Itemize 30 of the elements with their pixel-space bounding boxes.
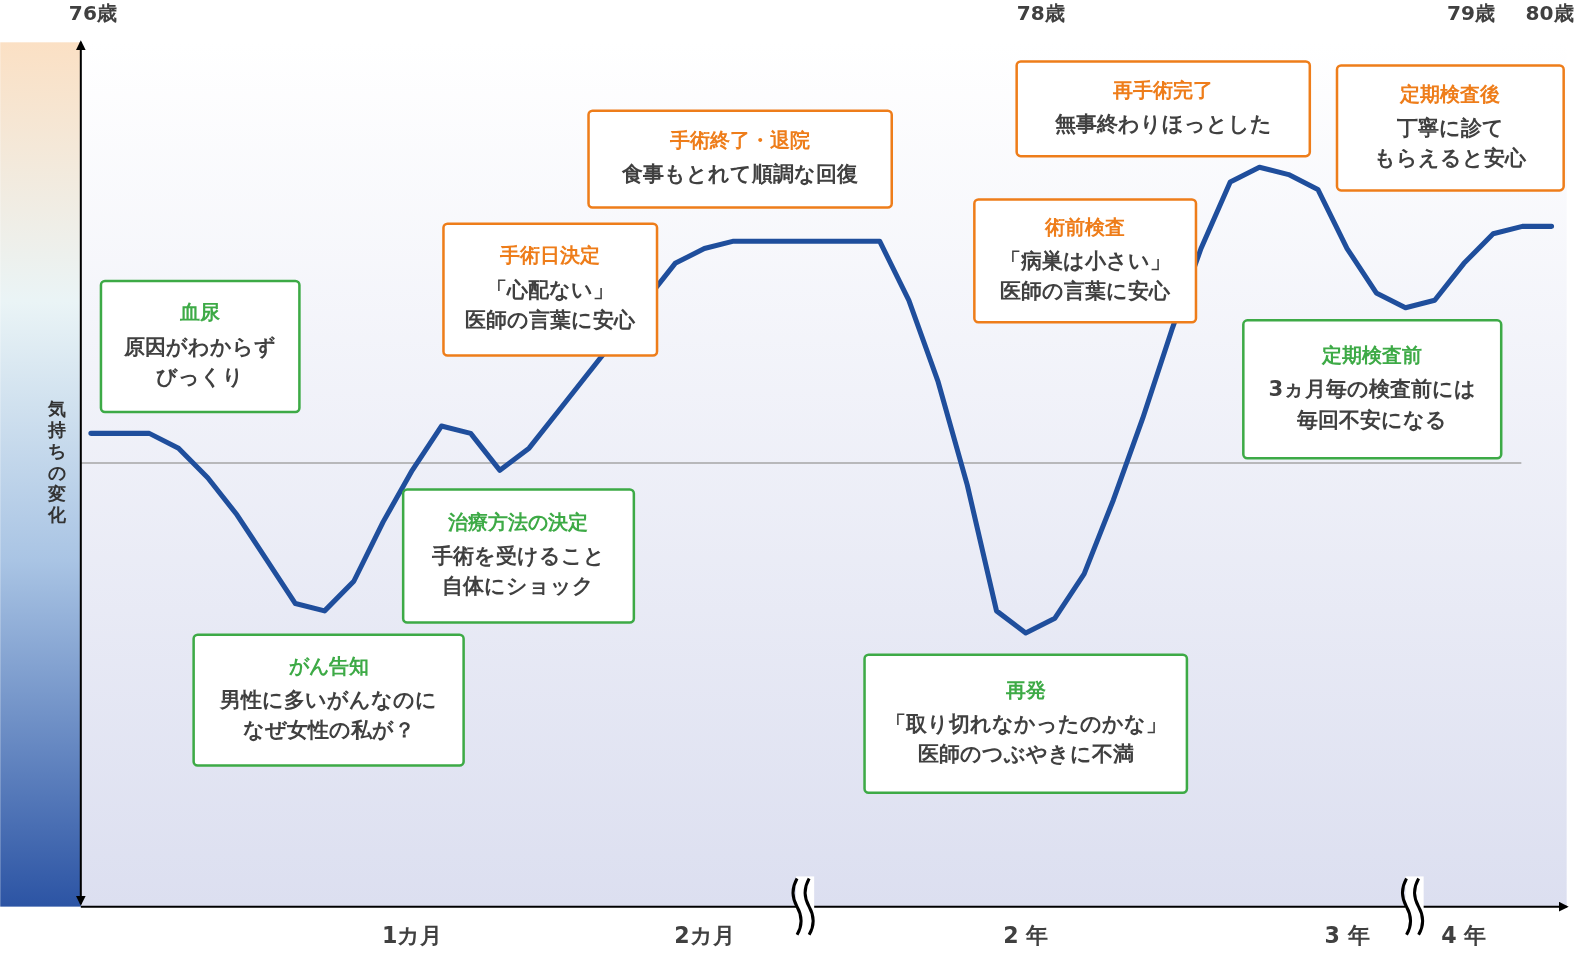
text: 手術終了・退院 [669, 128, 811, 153]
y-axis-title: 気持ちの変化 [46, 398, 67, 525]
annotation: 丁寧に診てもらえると安心 [1374, 114, 1528, 171]
annotation: 定期検査前 [1321, 343, 1423, 368]
annotation: 食事もとれて順調な回復 [621, 161, 859, 187]
text: 79歳 [1446, 1, 1495, 26]
annotation: 3ヵ月毎の検査前には毎回不安になる [1268, 376, 1477, 432]
x-tick-label: 3 年 [1324, 921, 1370, 948]
annotation: 「取り切れなかったのかな」医師のつぶやきに不満 [884, 710, 1167, 767]
annotation: 手術を受けること自体にショック [431, 543, 606, 599]
text: 76歳 [68, 1, 117, 26]
x-tick-label: 2カ月 [674, 921, 735, 948]
annotation: 再発 [1004, 677, 1046, 702]
annotation: 治療方法の決定 [447, 509, 589, 534]
annotation: 原因がわからずびっくり [123, 333, 277, 389]
text: 定期検査後 [1399, 81, 1501, 106]
text: 78歳 [1016, 1, 1065, 26]
text: 再手術完了 [1112, 77, 1214, 102]
text: 80歳 [1525, 1, 1574, 26]
annotation: 血尿 [179, 300, 222, 325]
annotation: 術前検査 [1044, 214, 1126, 239]
x-tick-label: 2 年 [1003, 921, 1049, 948]
annotation: 「病巣は小さい」医師の言葉に安心 [999, 247, 1172, 304]
text: 無事終わりほっとした [1053, 110, 1272, 136]
annotation: 男性に多いがんなのになぜ女性の私が？ [219, 687, 438, 743]
x-tick-label: 1カ月 [382, 921, 443, 948]
annotation: がん告知 [287, 653, 369, 678]
annotation: 「心配ない」医師の言葉に安心 [465, 276, 637, 332]
annotation: 手術日決定 [499, 243, 601, 268]
x-tick-label: 4 年 [1441, 921, 1487, 948]
